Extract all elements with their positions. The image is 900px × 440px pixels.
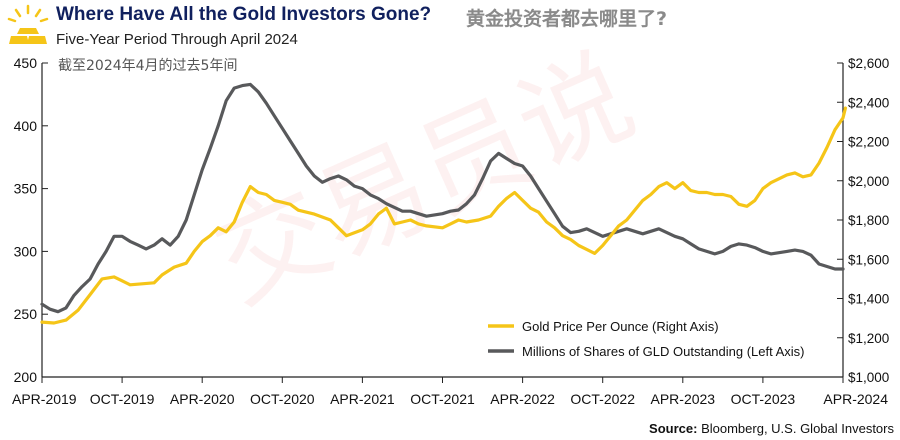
gld-shares-line [40,82,845,314]
gold-bars-icon [7,4,49,44]
chart-subtitle-cn: 截至2024年4月的过去5年间 [58,58,238,74]
x-tick-label: APR-2024 [823,391,888,407]
x-tick-label: APR-2021 [330,391,395,407]
right-tick-label: $1,800 [848,213,889,228]
x-tick-label: APR-2023 [651,391,716,407]
right-tick-label: $1,200 [848,331,889,346]
right-tick-label: $1,600 [848,252,889,267]
x-tick-label: OCT-2022 [570,391,635,407]
right-tick-label: $1,400 [848,292,889,307]
x-tick-label: OCT-2021 [410,391,475,407]
x-tick-label: APR-2022 [490,391,555,407]
chart-title-cn: 黄金投资者都去哪里了? [466,8,668,30]
right-tick-label: $2,200 [848,135,889,150]
x-tick-label: APR-2020 [170,391,235,407]
right-tick-label: $2,000 [848,174,889,189]
x-tick-label: OCT-2020 [250,391,315,407]
left-tick-label: 400 [14,118,38,134]
chart-subtitle: Five-Year Period Through April 2024 [56,31,298,48]
left-tick-label: 300 [14,243,38,259]
x-tick-label: APR-2019 [12,391,77,407]
left-tick-label: 200 [14,369,38,385]
gold-price-line [40,106,847,325]
right-tick-label: $2,600 [848,56,889,71]
x-tick-label: OCT-2019 [90,391,155,407]
left-tick-label: 350 [14,181,38,197]
source-text: Bloomberg, U.S. Global Investors [701,421,894,436]
right-tick-label: $1,000 [848,370,889,385]
left-tick-label: 250 [14,306,38,322]
left-tick-label: 450 [14,55,38,71]
x-tick-label: OCT-2023 [731,391,796,407]
chart-title: Where Have All the Gold Investors Gone? [56,4,432,25]
source-label: Source: [649,421,698,436]
source-note: Source: Bloomberg, U.S. Global Investors [649,421,894,436]
right-tick-label: $2,400 [848,95,889,110]
legend-label: Gold Price Per Ounce (Right Axis) [522,319,719,334]
legend-label: Millions of Shares of GLD Outstanding (L… [522,344,805,359]
